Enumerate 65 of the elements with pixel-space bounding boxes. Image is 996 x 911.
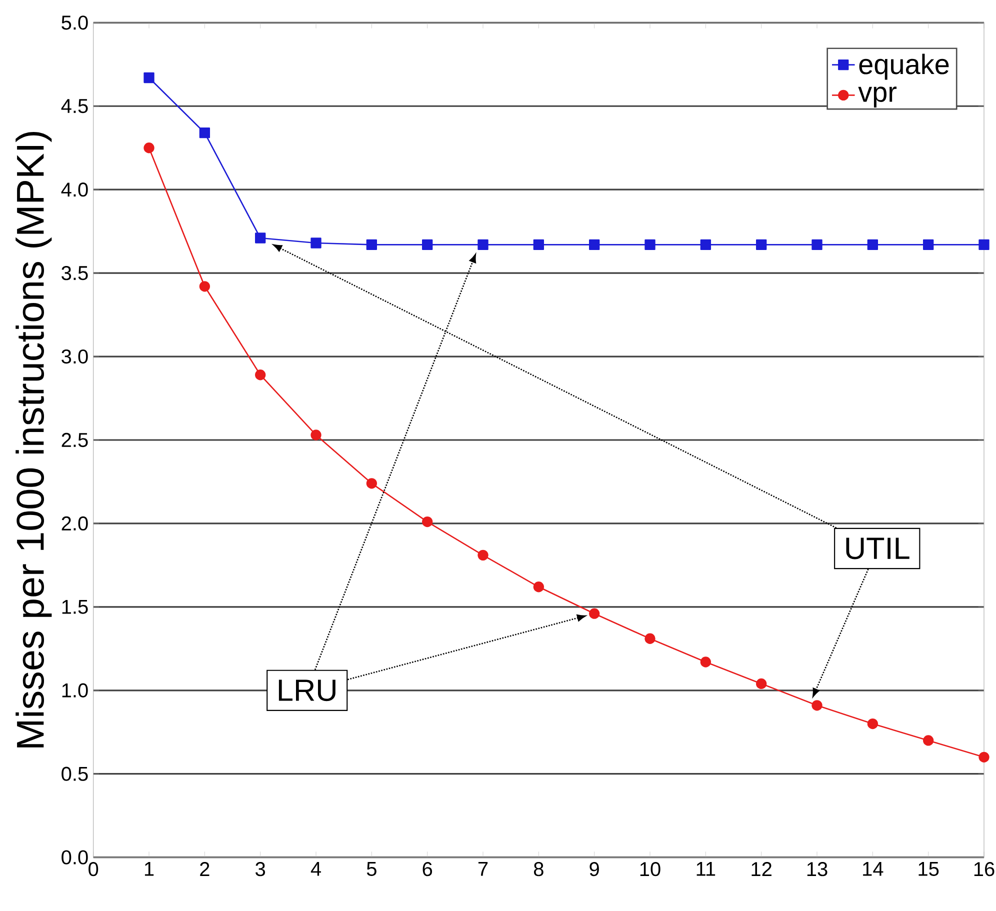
y-tick-label: 1.0 — [62, 683, 88, 698]
y-tick-label: 2.0 — [62, 516, 88, 531]
point — [478, 240, 488, 250]
point — [812, 240, 822, 250]
x-tick-label: 9 — [590, 862, 599, 876]
point — [644, 240, 656, 250]
point — [144, 72, 154, 84]
point — [422, 240, 433, 250]
x-tick-label: 3 — [256, 862, 266, 876]
x-tick-label: 10 — [640, 862, 660, 876]
y-tick-label: 3.0 — [62, 350, 88, 364]
x-tick-label: 16 — [974, 862, 994, 876]
point — [978, 752, 990, 763]
point — [700, 656, 712, 668]
point — [756, 678, 767, 690]
point — [144, 142, 154, 154]
y-tick-label: 5.0 — [62, 16, 88, 30]
x-tick-label: 11 — [696, 862, 716, 876]
x-tick-label: 5 — [366, 862, 376, 876]
point — [366, 478, 378, 489]
point — [199, 281, 210, 292]
point — [700, 240, 712, 250]
x-tick-label: 2 — [200, 862, 210, 876]
point — [366, 240, 378, 250]
y-tick-label: 1.5 — [62, 600, 88, 614]
point — [589, 608, 600, 620]
point — [422, 516, 433, 528]
point — [310, 238, 322, 249]
y-tick-label: 0.0 — [62, 850, 88, 865]
x-tick-label: 13 — [807, 862, 828, 876]
point — [255, 370, 266, 380]
x-tick-label: 12 — [752, 862, 772, 876]
point — [756, 240, 767, 250]
point — [923, 240, 934, 250]
y-tick-label: 4.0 — [61, 182, 88, 197]
point — [478, 550, 488, 561]
annotation: UTIL — [846, 538, 910, 560]
point — [533, 240, 544, 250]
legend-label: vpr — [858, 86, 897, 108]
x-tick-label: 6 — [422, 862, 432, 876]
y-tick-label: 2.5 — [62, 433, 88, 448]
point — [199, 128, 210, 138]
point — [923, 735, 934, 746]
x-tick-label: 8 — [534, 862, 544, 876]
legend-label: equake — [859, 54, 949, 80]
point — [644, 633, 656, 644]
point — [533, 582, 544, 592]
point — [589, 240, 600, 250]
point — [812, 700, 822, 711]
y-tick-label: 3.5 — [62, 266, 88, 280]
point — [978, 240, 990, 250]
x-tick-label: 15 — [918, 862, 939, 876]
x-tick-label: 14 — [863, 862, 884, 876]
point — [867, 240, 878, 250]
x-tick-label: 1 — [144, 862, 154, 876]
y-tick-label: 0.5 — [62, 766, 88, 782]
x-tick-label: 4 — [310, 862, 321, 876]
x-tick-label: 0 — [88, 862, 98, 876]
x-tick-label: 7 — [478, 862, 488, 876]
y-tick-label: 4.5 — [61, 99, 88, 114]
annotation: LRU — [278, 680, 336, 702]
y-axis-title: Misses per 1000 instructions (MPKI) — [16, 132, 52, 748]
point — [310, 430, 322, 440]
point — [867, 718, 878, 730]
point — [255, 232, 266, 244]
